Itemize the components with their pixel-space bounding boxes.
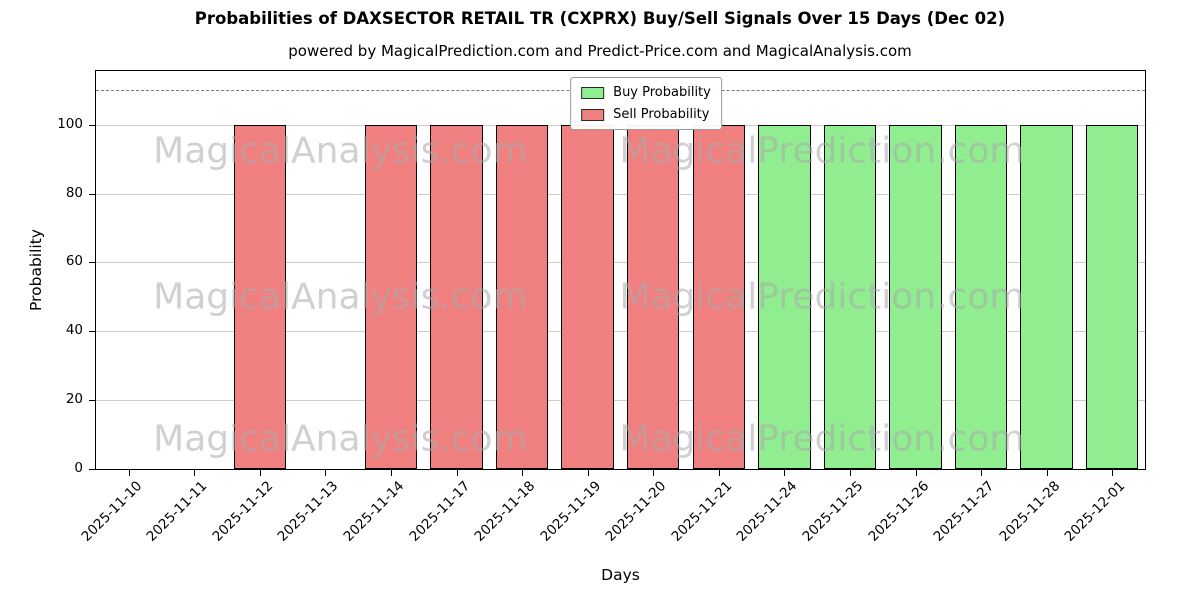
- x-tick-mark: [653, 470, 655, 476]
- x-tick-label: 2025-11-28: [996, 478, 1063, 545]
- bar-2025-11-26: [889, 124, 942, 469]
- y-tick-label: 100: [57, 115, 83, 132]
- legend-label: Sell Probability: [613, 107, 710, 122]
- y-tick-mark: [89, 193, 95, 195]
- x-tick-mark: [522, 470, 524, 476]
- bar-2025-11-25: [823, 124, 877, 469]
- x-tick-label: 2025-11-18: [471, 478, 539, 545]
- watermark-text: MagicalAnalysis.com: [153, 276, 528, 318]
- legend-swatch: [581, 86, 605, 99]
- legend-label: Buy Probability: [613, 85, 711, 100]
- x-tick-mark: [456, 470, 458, 476]
- y-tick-mark: [89, 469, 95, 470]
- chart-subtitle: powered by MagicalPrediction.com and Pre…: [288, 42, 912, 60]
- legend-entry: Sell Probability: [581, 107, 711, 122]
- bar-2025-11-21: [692, 124, 746, 469]
- x-tick-mark: [1112, 470, 1114, 476]
- y-tick-mark: [89, 400, 95, 402]
- x-tick-label: 2025-11-20: [602, 478, 670, 545]
- bar-2025-11-24: [758, 124, 811, 469]
- bar-2025-11-20: [627, 124, 680, 469]
- x-tick-label: 2025-12-01: [1061, 478, 1129, 545]
- y-tick-label: 0: [74, 460, 83, 476]
- x-axis-label: Days: [601, 566, 640, 584]
- watermark-text: MagicalPrediction.com: [619, 418, 1025, 460]
- x-tick-label: 2025-11-12: [209, 478, 277, 545]
- legend-swatch: [581, 108, 605, 121]
- x-tick-mark: [391, 470, 393, 476]
- y-tick-mark: [89, 262, 95, 264]
- x-tick-label: 2025-11-19: [537, 478, 605, 545]
- bar-2025-12-01: [1085, 124, 1139, 469]
- x-tick-mark: [1046, 470, 1048, 476]
- bar-2025-11-17: [430, 124, 483, 469]
- x-tick-mark: [259, 470, 261, 476]
- plot-area: MagicalAnalysis.com MagicalPrediction.com…: [95, 70, 1146, 470]
- x-tick-label: 2025-11-24: [733, 478, 801, 545]
- legend-entry: Buy Probability: [581, 85, 711, 100]
- x-tick-label: 2025-11-26: [865, 478, 932, 545]
- y-tick-label: 20: [65, 391, 83, 408]
- gridline: [96, 331, 1145, 333]
- bar-2025-11-18: [495, 124, 549, 469]
- x-tick-label: 2025-11-27: [930, 478, 998, 545]
- bar-2025-11-27: [954, 124, 1008, 469]
- x-tick-mark: [128, 470, 130, 476]
- y-tick-mark: [89, 124, 95, 126]
- bar-2025-11-28: [1020, 124, 1073, 469]
- y-tick-label: 80: [65, 184, 83, 201]
- y-tick-label: 60: [65, 253, 83, 270]
- x-tick-label: 2025-11-17: [406, 478, 473, 545]
- watermark-text: MagicalAnalysis.com: [153, 130, 528, 172]
- watermark-text: MagicalPrediction.com: [619, 276, 1025, 318]
- bar-2025-11-14: [364, 124, 418, 469]
- y-tick-mark: [89, 331, 95, 333]
- y-tick-label: 40: [65, 322, 83, 339]
- x-tick-label: 2025-11-25: [799, 478, 867, 545]
- gridline: [96, 262, 1145, 264]
- x-tick-label: 2025-11-14: [340, 478, 408, 545]
- x-tick-label: 2025-11-21: [668, 478, 736, 545]
- x-tick-mark: [784, 470, 786, 476]
- bar-2025-11-19: [561, 124, 614, 469]
- bar-2025-11-12: [233, 124, 287, 469]
- x-tick-mark: [718, 470, 720, 476]
- x-tick-mark: [194, 470, 196, 476]
- chart-title: Probabilities of DAXSECTOR RETAIL TR (CX…: [194, 9, 1006, 28]
- gridline: [96, 400, 1145, 402]
- x-tick-mark: [587, 470, 589, 476]
- gridline: [96, 193, 1145, 195]
- x-tick-label: 2025-11-11: [143, 478, 211, 545]
- x-tick-mark: [849, 470, 851, 476]
- x-tick-label: 2025-11-10: [78, 478, 146, 545]
- y-axis-label: Probability: [27, 229, 45, 311]
- x-tick-label: 2025-11-13: [274, 478, 342, 545]
- x-tick-mark: [915, 470, 917, 476]
- x-tick-mark: [981, 470, 983, 476]
- legend: Buy Probability Sell Probability: [570, 77, 722, 130]
- watermark-text: MagicalPrediction.com: [619, 130, 1025, 172]
- watermark-text: MagicalAnalysis.com: [153, 418, 528, 460]
- x-tick-mark: [325, 470, 327, 476]
